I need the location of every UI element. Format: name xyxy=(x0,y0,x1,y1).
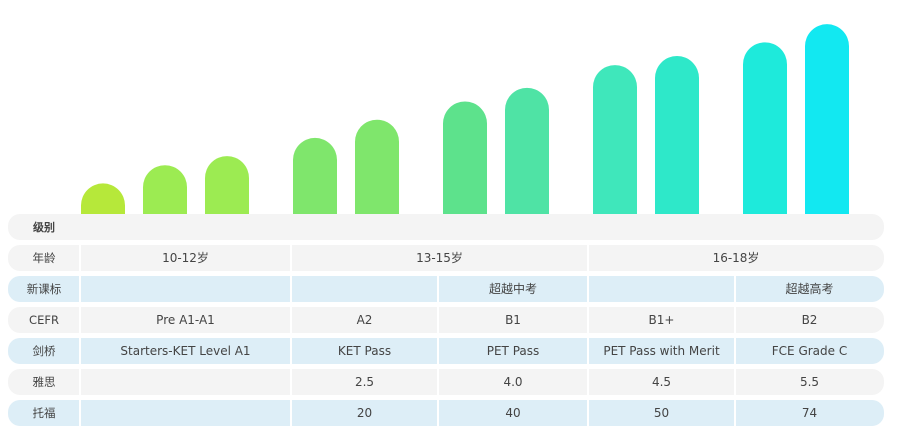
table-row-bg xyxy=(8,400,884,426)
table-row-label: CEFR xyxy=(29,313,59,327)
table-cell: 超越高考 xyxy=(785,281,833,296)
table-cell: Pre A1-A1 xyxy=(156,313,215,327)
table-cell: B1 xyxy=(505,313,521,327)
table-row-label: 年龄 xyxy=(33,251,56,265)
table-cell: 74 xyxy=(802,406,817,420)
table-cell: 4.0 xyxy=(503,375,522,389)
table-row-bg xyxy=(8,276,884,302)
table-cell: 16-18岁 xyxy=(713,250,760,265)
bars-group: IBMT1MT2MT3MT4MT5MT6MT7MT8MT9MT10 xyxy=(81,24,849,239)
level-row-label: 级别 xyxy=(32,220,55,234)
bar-mt8 xyxy=(655,56,699,238)
table-cell: A2 xyxy=(357,313,373,327)
table-row-label: 剑桥 xyxy=(33,344,56,358)
bar-mt7 xyxy=(593,65,637,238)
table-row-bg xyxy=(8,307,884,333)
bar-mt10 xyxy=(805,24,849,239)
table-row-bg xyxy=(8,369,884,395)
table-cell: 超越中考 xyxy=(489,281,537,296)
table-row-label: 雅思 xyxy=(33,375,56,389)
table-cell: Starters-KET Level A1 xyxy=(120,344,250,358)
table-row-bg xyxy=(8,214,884,240)
table-cell: 5.5 xyxy=(800,375,819,389)
table-cell: 2.5 xyxy=(355,375,374,389)
table-cell: B1+ xyxy=(649,313,675,327)
bar-mt4 xyxy=(355,119,399,238)
table-row-label: 新课标 xyxy=(27,282,62,296)
table-cell: PET Pass xyxy=(487,344,540,358)
table-cell: 20 xyxy=(357,406,372,420)
table-cell: 4.5 xyxy=(652,375,671,389)
table-cell: PET Pass with Merit xyxy=(603,344,720,358)
table-cell: KET Pass xyxy=(338,344,391,358)
table-row-bg xyxy=(8,338,884,364)
table-cell: 40 xyxy=(505,406,520,420)
table-cell: FCE Grade C xyxy=(772,344,847,358)
table-cell: 10-12岁 xyxy=(162,250,209,265)
bar-mt6 xyxy=(505,87,549,238)
bar-mt3 xyxy=(293,137,337,238)
table-row-bg xyxy=(8,245,884,271)
bar-mt9 xyxy=(743,42,787,238)
table-cell: 13-15岁 xyxy=(416,250,463,265)
table-row-label: 托福 xyxy=(33,406,56,420)
bar-mt5 xyxy=(443,101,487,238)
table-cell: B2 xyxy=(802,313,818,327)
table-cell: 50 xyxy=(654,406,669,420)
